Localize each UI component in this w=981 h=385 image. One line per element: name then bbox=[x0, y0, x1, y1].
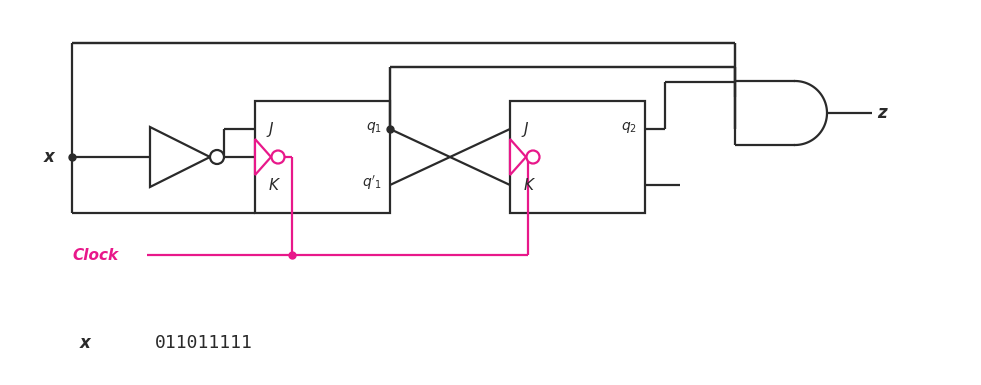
Text: K: K bbox=[269, 177, 279, 192]
Polygon shape bbox=[255, 139, 271, 175]
Text: $q'_1$: $q'_1$ bbox=[362, 174, 382, 192]
Polygon shape bbox=[150, 127, 210, 187]
Polygon shape bbox=[510, 139, 526, 175]
Text: 011011111: 011011111 bbox=[155, 334, 253, 352]
Bar bbox=[510, 101, 645, 213]
Text: J: J bbox=[524, 122, 529, 137]
Text: $q_2$: $q_2$ bbox=[621, 119, 637, 134]
Circle shape bbox=[272, 151, 284, 164]
Text: J: J bbox=[269, 122, 274, 137]
Text: x: x bbox=[43, 148, 54, 166]
Text: $q_1$: $q_1$ bbox=[366, 119, 382, 134]
Text: Clock: Clock bbox=[72, 248, 118, 263]
Text: z: z bbox=[877, 104, 887, 122]
Circle shape bbox=[210, 150, 224, 164]
Bar bbox=[255, 101, 390, 213]
Text: x: x bbox=[79, 334, 90, 352]
Circle shape bbox=[527, 151, 540, 164]
Text: K: K bbox=[524, 177, 534, 192]
